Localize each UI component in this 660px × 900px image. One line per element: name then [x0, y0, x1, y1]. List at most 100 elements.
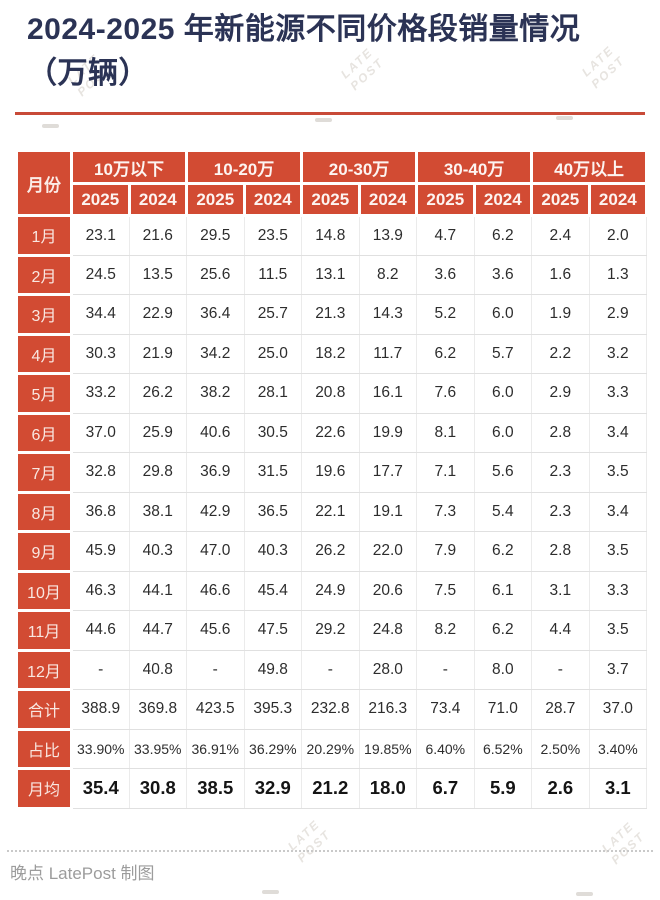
- data-cell: 46.6: [186, 570, 245, 612]
- table-row: 7月 32.8 29.8 36.9 31.5 19.6 17.7 7.1 5.6 2.3 3.5: [15, 451, 648, 494]
- data-cell: 42.9: [186, 491, 245, 533]
- data-cell: 6.0: [473, 294, 533, 335]
- data-cell: 73.4: [416, 689, 475, 730]
- data-cell: 5.6: [473, 452, 533, 493]
- year-header-cell: 2025: [70, 182, 131, 218]
- data-cell: 1.9: [531, 294, 590, 335]
- table-row: 占比 33.90% 33.95% 36.91% 36.29% 20.29% 19.85% 6.…: [15, 727, 648, 771]
- table-row: 2月 24.5 13.5 25.6 11.5 13.1 8.2 3.6 3.6 1.6 1.3: [15, 253, 648, 297]
- row-label-cell: 6月: [15, 411, 73, 455]
- row-label-cell: 月均: [15, 767, 73, 810]
- data-cell: 2.9: [531, 373, 590, 414]
- data-cell: -: [301, 649, 360, 691]
- data-cell: 6.2: [473, 215, 533, 256]
- data-cell: 36.5: [243, 491, 303, 533]
- data-cell: 20.29%: [301, 728, 360, 770]
- row-label-cell: 11月: [15, 609, 73, 652]
- group-header-cell: 10-20万: [185, 149, 304, 186]
- data-cell: 3.3: [588, 570, 648, 612]
- year-header-cell: 2024: [127, 182, 189, 218]
- credit-text: 晚点 LatePost 制图: [10, 863, 155, 883]
- data-cell: 21.6: [128, 215, 188, 256]
- row-label-cell: 3月: [15, 293, 73, 336]
- latepost-watermark: LATE POST: [42, 51, 114, 132]
- row-label-cell: 8月: [15, 490, 73, 534]
- data-cell: 22.1: [301, 491, 360, 533]
- data-cell: 37.0: [71, 412, 130, 454]
- data-cell: 46.3: [71, 570, 130, 612]
- row-label-cell: 合计: [15, 688, 73, 731]
- data-cell: 3.5: [588, 452, 648, 493]
- data-cell: 22.0: [358, 531, 418, 572]
- data-cell: 29.2: [301, 610, 360, 651]
- data-cell: 20.8: [301, 373, 360, 414]
- group-header-cell: 40万以上: [530, 149, 649, 186]
- data-cell: 38.2: [186, 373, 245, 414]
- data-cell: -: [531, 649, 590, 691]
- data-cell: 5.2: [416, 294, 475, 335]
- data-cell: 6.2: [416, 333, 475, 375]
- data-cell: 45.4: [243, 570, 303, 612]
- row-label-cell: 占比: [15, 727, 73, 771]
- data-cell: 40.3: [243, 531, 303, 572]
- data-cell: 33.2: [71, 373, 130, 414]
- data-cell: 22.6: [301, 412, 360, 454]
- data-cell: 6.0: [473, 412, 533, 454]
- data-cell: 36.91%: [186, 728, 245, 770]
- data-cell: 21.3: [301, 294, 360, 335]
- table-row: 5月 33.2 26.2 38.2 28.1 20.8 16.1 7.6 6.0 2.9 3.3: [15, 372, 648, 415]
- year-header-row: 2025 2024 2025 2024 2025 2024 2025 2024 …: [17, 182, 649, 218]
- data-cell: 13.5: [128, 254, 188, 296]
- data-cell: 23.1: [71, 215, 130, 256]
- data-cell: 2.2: [531, 333, 590, 375]
- data-cell: 2.3: [531, 452, 590, 493]
- data-cell: 2.8: [531, 412, 590, 454]
- data-cell: 7.6: [416, 373, 475, 414]
- table-body: 1月 23.1 21.6 29.5 23.5 14.8 13.9 4.7 6.2 2.4 2.0 2月…: [15, 214, 648, 810]
- data-cell: 49.8: [243, 649, 303, 691]
- data-cell: 26.2: [301, 531, 360, 572]
- group-header-cell: 30-40万: [415, 149, 534, 186]
- year-header-cell: 2025: [300, 182, 361, 218]
- data-cell: 3.1: [531, 570, 590, 612]
- group-header-cell: 10万以下: [69, 149, 189, 186]
- data-cell: 11.5: [243, 254, 303, 296]
- data-cell: 3.3: [588, 373, 648, 414]
- data-cell: 28.0: [358, 649, 418, 691]
- data-cell: 3.1: [588, 768, 648, 809]
- data-cell: 16.1: [358, 373, 418, 414]
- data-cell: 6.2: [473, 610, 533, 651]
- row-label-cell: 10月: [15, 569, 73, 613]
- data-cell: 38.5: [186, 768, 245, 809]
- data-cell: 3.5: [588, 610, 648, 651]
- data-cell: 3.7: [588, 649, 648, 691]
- data-cell: 7.3: [416, 491, 475, 533]
- data-cell: 40.8: [128, 649, 188, 691]
- data-cell: 20.6: [358, 570, 418, 612]
- data-cell: 8.1: [416, 412, 475, 454]
- data-cell: 38.1: [128, 491, 188, 533]
- data-cell: 3.40%: [588, 728, 648, 770]
- year-header-cell: 2024: [357, 182, 419, 218]
- data-cell: -: [71, 649, 130, 691]
- watermark-dash: [556, 116, 573, 120]
- data-cell: 8.0: [473, 649, 533, 691]
- data-cell: 4.4: [531, 610, 590, 651]
- row-label-cell: 9月: [15, 530, 73, 573]
- data-cell: 6.2: [473, 531, 533, 572]
- data-cell: 21.2: [301, 768, 360, 809]
- data-cell: 28.7: [531, 689, 590, 730]
- data-cell: 6.1: [473, 570, 533, 612]
- year-header-cell: 2025: [530, 182, 591, 218]
- latepost-watermark: LATE POST: [315, 45, 387, 126]
- data-cell: 44.1: [128, 570, 188, 612]
- data-cell: 33.95%: [128, 728, 188, 770]
- data-cell: 30.8: [128, 768, 188, 809]
- data-cell: 21.9: [128, 333, 188, 375]
- data-cell: 24.5: [71, 254, 130, 296]
- data-cell: 2.9: [588, 294, 648, 335]
- data-cell: 17.7: [358, 452, 418, 493]
- data-cell: 232.8: [301, 689, 360, 730]
- data-cell: 25.9: [128, 412, 188, 454]
- group-header-row: 月份 10万以下 10-20万 20-30万 30-40万 40万以上: [15, 149, 649, 218]
